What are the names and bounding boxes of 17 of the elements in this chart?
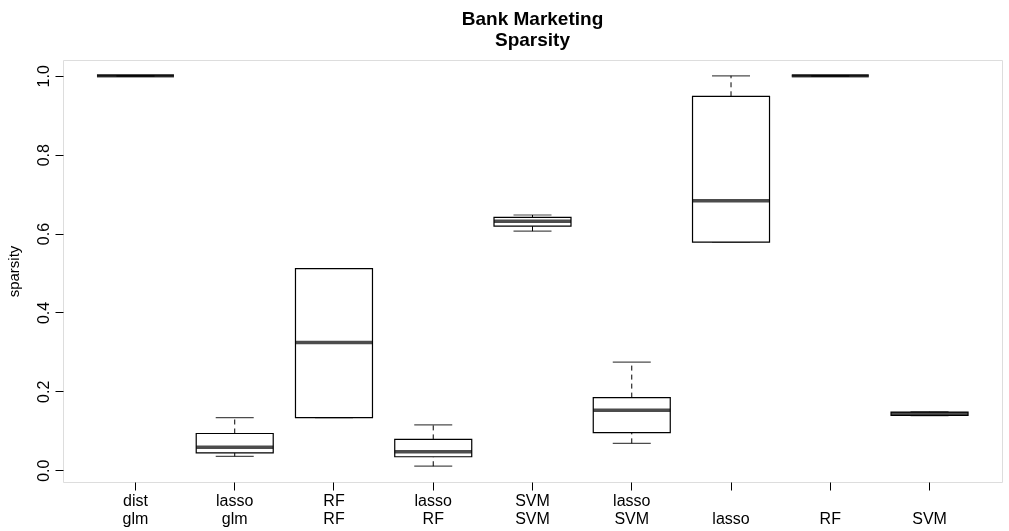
x-tick-label: lasso: [712, 509, 750, 527]
x-tick-label: dist glm: [122, 491, 149, 527]
x-tick-label: RF RF: [323, 491, 345, 527]
y-tick-label: 0.0: [34, 459, 52, 482]
y-tick-label: 1.0: [34, 65, 52, 88]
x-tick-label: lasso RF: [414, 491, 453, 527]
x-tick-label: SVM: [912, 509, 947, 527]
x-tick-label: lasso glm: [216, 491, 254, 527]
y-tick-label: 0.6: [34, 222, 52, 246]
y-tick-label: 0.4: [34, 301, 52, 325]
y-axis-title: sparsity: [4, 245, 22, 298]
chart-title: Bank Marketing Sparsity: [461, 8, 604, 50]
y-tick-label: 0.8: [34, 143, 52, 167]
x-tick-label: lasso SVM: [613, 491, 651, 527]
x-tick-label: RF: [819, 509, 842, 527]
x-tick-label: SVM SVM: [515, 491, 550, 527]
y-tick-label: 0.2: [34, 380, 52, 403]
